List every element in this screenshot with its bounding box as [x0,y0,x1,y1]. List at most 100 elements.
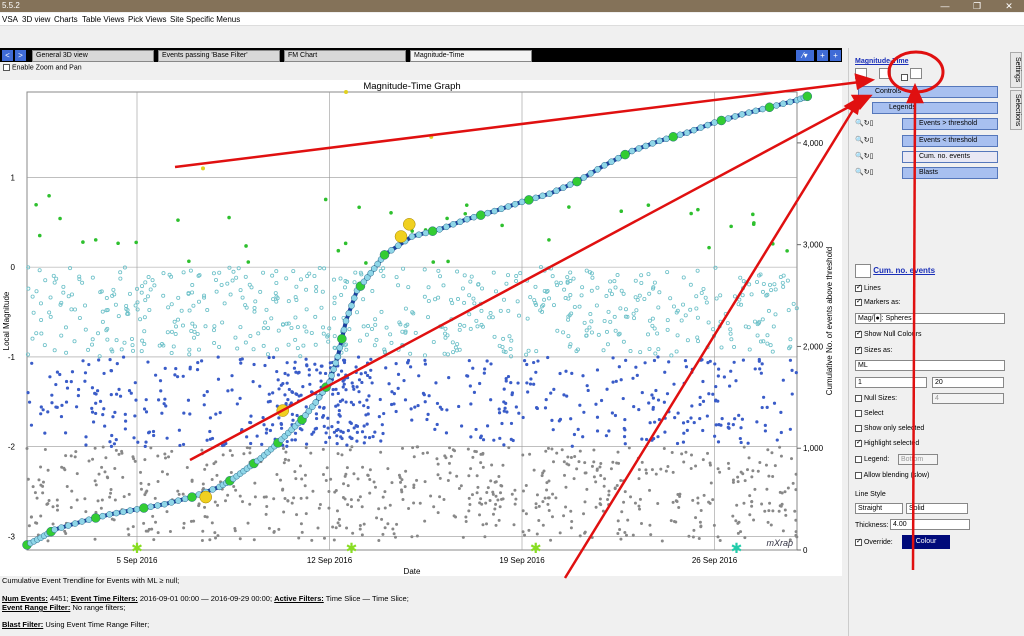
minimize-icon[interactable]: — [940,1,950,11]
panel-toggle-checkbox[interactable] [900,73,908,81]
event-point-low [283,458,287,462]
tab-events-passing[interactable]: Events passing 'Base Filter' [158,50,280,62]
event-point-below [481,438,486,442]
tab-menu-icon[interactable]: ⁄▾ [796,50,814,61]
layer-cum-events[interactable]: Cum. no. events [902,151,998,163]
legend-position-select[interactable]: Bottom [898,454,938,465]
null-size-input[interactable]: 4 [932,393,1004,404]
tab-add-icon[interactable]: + [817,50,828,61]
size-field-select[interactable]: ML [855,360,1005,371]
magnify-icon[interactable]: 🔍 [855,137,864,144]
magnify-icon[interactable]: 🔍 [855,153,864,160]
menu-table-views[interactable]: Table Views [82,15,125,24]
sizes-checkbox[interactable] [855,345,862,354]
event-point-low [619,537,623,541]
event-point-below [763,429,767,433]
panel-tool-icon[interactable] [855,68,867,79]
tab-settings[interactable]: Settings [1010,52,1022,88]
event-point-low [490,463,494,467]
event-point-above [166,305,171,310]
tab-magnitude-time[interactable]: Magnitude-Time [410,50,532,62]
refresh-icon[interactable]: ↻ [863,153,870,160]
tab-add2-icon[interactable]: + [830,50,841,61]
event-point-low [163,452,167,456]
event-point-low [595,468,599,472]
markers-checkbox[interactable] [855,297,862,306]
event-point-low [532,468,536,472]
menu-site-specific[interactable]: Site Specific Menus [170,15,241,24]
refresh-icon[interactable]: ↻ [863,169,870,176]
layer-controls[interactable]: Controls [858,86,998,98]
table-icon[interactable] [909,68,922,79]
line-pattern-select[interactable]: Solid [906,503,968,514]
event-point-low [669,519,673,523]
menu-3d-view[interactable]: 3D view [22,15,51,24]
size-max-input[interactable]: 20 [932,377,1004,388]
page-icon[interactable]: ▯ [869,153,874,160]
event-point-low [436,473,440,477]
event-point-low [388,503,392,507]
event-point-low [393,535,397,539]
lines-checkbox[interactable] [855,283,862,292]
menu-pick-views[interactable]: Pick Views [128,15,167,24]
tab-fm-chart[interactable]: FM Chart [284,50,406,62]
event-point-above [180,323,185,328]
marker-select[interactable]: Mag/[●]: Spheres [855,313,1005,324]
event-point-low [75,498,79,502]
tab-prev-icon[interactable]: < [2,50,13,61]
allow-blending-checkbox[interactable] [855,471,862,479]
event-point-below [355,439,359,443]
legend-checkbox[interactable] [855,455,862,463]
menu-vsa[interactable]: VSA [2,15,19,24]
tab-selections[interactable]: Selections [1010,90,1022,130]
event-point-below [262,423,266,427]
event-point-low [340,453,344,457]
tab-next-icon[interactable]: > [15,50,26,61]
zoom-pan-checkbox[interactable] [3,64,10,71]
tab-general-3d[interactable]: General 3D view [32,50,154,62]
event-point-below [129,391,133,395]
event-point-below [362,424,366,428]
page-icon[interactable]: ▯ [869,169,874,176]
event-point-below [342,382,346,386]
override-checkbox[interactable] [855,537,862,546]
null-colours-checkbox[interactable] [855,329,862,338]
magnify-icon[interactable]: 🔍 [855,169,864,176]
show-only-selected-checkbox[interactable] [855,424,862,432]
layer-events-above[interactable]: Events > threshold [902,118,998,130]
refresh-icon[interactable]: ↻ [863,120,870,127]
magnify-icon[interactable]: 🔍 [855,120,864,127]
event-point-low [93,446,97,450]
event-point-low [742,501,746,505]
layer-events-below[interactable]: Events < threshold [902,135,998,147]
menu-charts[interactable]: Charts [54,15,78,24]
event-point-below [713,434,717,438]
restore-icon[interactable]: ❐ [972,1,982,11]
select-checkbox[interactable] [855,409,862,417]
null-sizes-checkbox[interactable] [855,394,862,402]
close-icon[interactable]: ✕ [1005,1,1013,11]
plot-area[interactable]: 1 0 -1 -2 -3 5 Sep 2016 12 Sep 2016 19 Sep 2016… [0,80,842,576]
layer-blasts[interactable]: Blasts [902,167,998,179]
cumulative-marker [786,98,794,106]
event-point-below [205,390,209,394]
cumulative-marker [334,353,341,360]
line-type-select[interactable]: Straight [855,503,903,514]
cumulative-marker [443,223,450,231]
event-point-low [743,536,747,540]
page-icon[interactable]: ▯ [869,137,874,144]
magnitude-time-chart[interactable]: 1 0 -1 -2 -3 5 Sep 2016 12 Sep 2016 19 Sep 2016… [0,80,842,576]
panel-tool2-icon[interactable] [878,68,891,79]
refresh-icon[interactable]: ↻ [863,137,870,144]
override-label: Override: [863,539,893,546]
event-point-below [143,444,147,448]
cumulative-marker [168,499,175,506]
highlight-selected-checkbox[interactable] [855,438,862,447]
event-point-max [429,134,434,139]
thickness-input[interactable]: 4.00 [890,519,970,530]
page-icon[interactable]: ▯ [869,120,874,127]
layer-legends[interactable]: Legends [872,102,998,114]
event-point-low [771,509,775,513]
colour-button[interactable]: Colour [902,535,950,549]
size-min-input[interactable]: 1 [855,377,927,388]
